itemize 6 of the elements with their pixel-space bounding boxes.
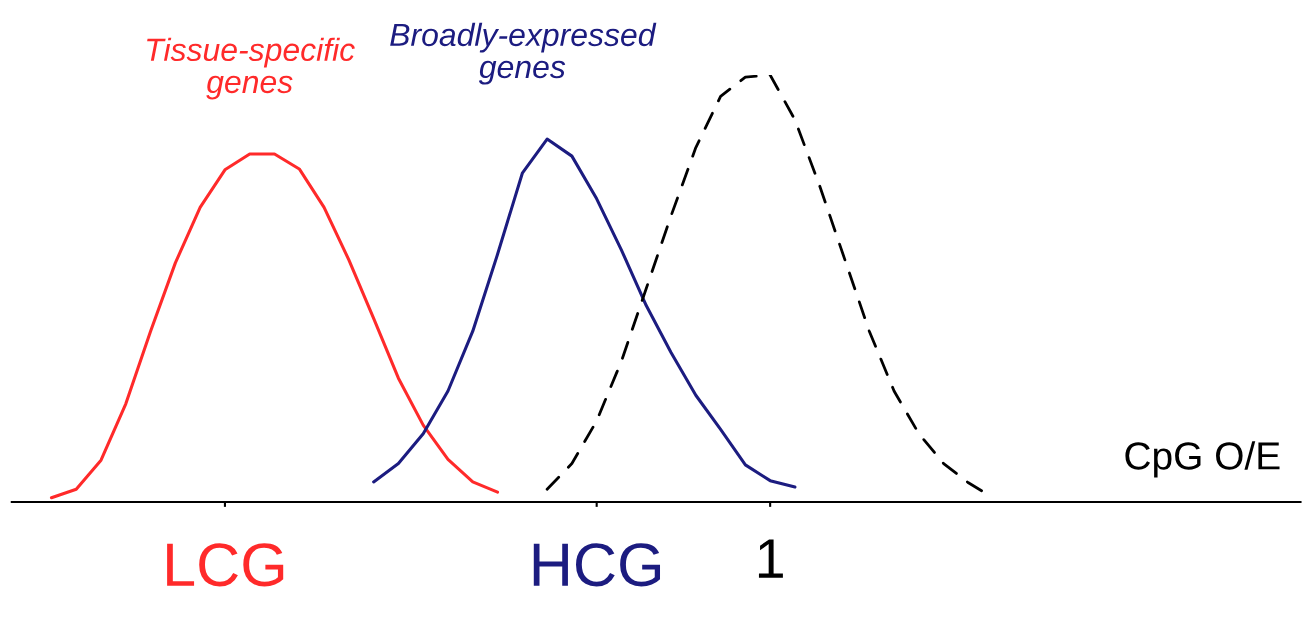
x-tick-label: 1 xyxy=(758,539,783,578)
x-tick-label: HCG xyxy=(533,543,661,587)
text: Broadly-expressed genes xyxy=(390,22,657,85)
x-tick-label: LCG xyxy=(167,543,284,587)
x-axis-title: CpG O/E xyxy=(1125,441,1280,478)
text: Tissue-specific genes xyxy=(147,37,355,100)
